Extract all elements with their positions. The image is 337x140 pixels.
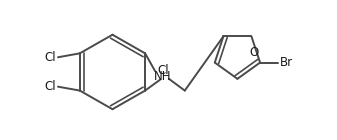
Text: NH: NH xyxy=(154,70,172,83)
Text: Br: Br xyxy=(280,56,293,69)
Text: Cl: Cl xyxy=(44,51,56,64)
Text: O: O xyxy=(250,46,259,59)
Text: Cl: Cl xyxy=(157,65,168,77)
Text: Cl: Cl xyxy=(44,80,56,93)
